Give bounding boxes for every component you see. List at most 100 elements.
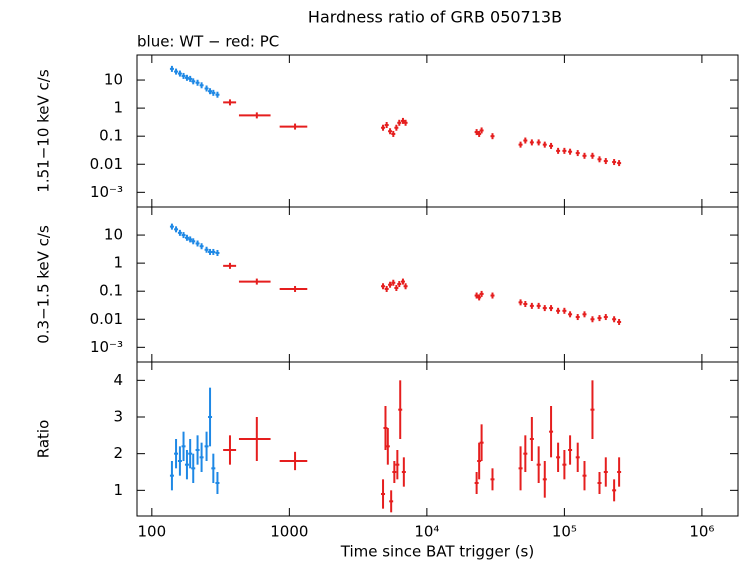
x-tick-label: 1000 [270, 523, 308, 541]
data-point [215, 91, 220, 98]
data-point [391, 130, 396, 137]
y-tick-label: 0.01 [90, 310, 123, 328]
data-point [188, 236, 193, 243]
data-point [238, 112, 271, 119]
data-point [397, 119, 402, 126]
data-point [383, 406, 388, 450]
data-point [388, 128, 393, 135]
data-point [582, 461, 587, 491]
data-point [562, 147, 567, 154]
data-point [549, 142, 554, 149]
y-axis-label: 0.3−1.5 keV c/s [35, 225, 53, 344]
data-point [612, 316, 617, 323]
data-point [575, 442, 580, 472]
data-point [523, 300, 528, 307]
data-point [549, 305, 554, 312]
data-point [590, 316, 595, 323]
data-point [401, 457, 406, 487]
chart-title: Hardness ratio of GRB 050713B [308, 8, 562, 27]
y-tick-label: 10⁻³ [90, 338, 123, 356]
data-point [529, 139, 534, 146]
data-point [617, 457, 622, 487]
data-point [177, 229, 182, 236]
data-point [181, 232, 186, 239]
data-point [204, 85, 209, 92]
data-point [385, 428, 390, 465]
y-tick-label: 1 [113, 99, 123, 117]
data-point [279, 451, 308, 471]
data-point [474, 292, 479, 299]
data-point [617, 160, 622, 167]
data-point [381, 124, 386, 131]
data-point [389, 490, 394, 513]
y-tick-label: 1 [113, 254, 123, 272]
data-point [395, 450, 400, 480]
data-point [208, 387, 213, 447]
data-point [394, 124, 399, 131]
data-point [518, 299, 523, 306]
data-point [199, 82, 204, 89]
data-point [479, 424, 484, 461]
data-point [562, 307, 567, 314]
data-point [477, 130, 482, 137]
data-point [211, 453, 216, 483]
data-point [477, 294, 482, 301]
data-point [400, 278, 405, 285]
data-point [597, 156, 602, 163]
data-point [394, 284, 399, 291]
x-tick-label: 10⁶ [689, 523, 714, 541]
data-point [490, 468, 495, 491]
data-point [400, 117, 405, 124]
data-point [523, 137, 528, 144]
data-point [384, 122, 389, 129]
y-tick-label: 1 [113, 481, 123, 499]
data-point [388, 281, 393, 288]
data-point [479, 127, 484, 134]
data-point [542, 461, 547, 498]
data-point [542, 305, 547, 312]
data-point [479, 290, 484, 297]
data-point [612, 479, 617, 502]
data-point [211, 248, 216, 255]
data-point [474, 129, 479, 136]
data-point [223, 99, 237, 106]
data-point [177, 446, 182, 476]
data-point [603, 158, 608, 165]
data-point [223, 262, 237, 269]
data-point [169, 223, 174, 230]
y-tick-label: 10 [104, 71, 123, 89]
data-point [195, 240, 200, 247]
data-point [381, 479, 386, 509]
data-point [568, 148, 573, 155]
data-point [181, 72, 186, 79]
data-point [529, 302, 534, 309]
y-axis-label: Ratio [35, 420, 53, 459]
x-tick-label: 10⁴ [414, 523, 439, 541]
data-point [490, 133, 495, 140]
data-point [215, 472, 220, 494]
data-point [204, 246, 209, 253]
data-point [474, 472, 479, 494]
data-point [597, 315, 602, 322]
chart-subtitle: blue: WT − red: PC [137, 33, 279, 51]
data-point [174, 68, 179, 75]
y-axis-label: 1.51−10 keV c/s [35, 69, 53, 193]
y-tick-label: 10 [104, 226, 123, 244]
data-point [181, 431, 186, 461]
data-point [529, 417, 534, 461]
data-point [617, 318, 622, 325]
data-point [568, 311, 573, 318]
data-point [582, 152, 587, 159]
data-point [597, 472, 602, 494]
data-point [518, 141, 523, 148]
x-tick-label: 10⁵ [552, 523, 577, 541]
x-tick-label: 100 [138, 523, 167, 541]
data-point [223, 435, 237, 465]
data-point [490, 292, 495, 299]
data-point [556, 147, 561, 154]
y-tick-label: 4 [113, 371, 123, 389]
data-point [188, 75, 193, 82]
data-point [397, 281, 402, 288]
data-point [199, 243, 204, 250]
